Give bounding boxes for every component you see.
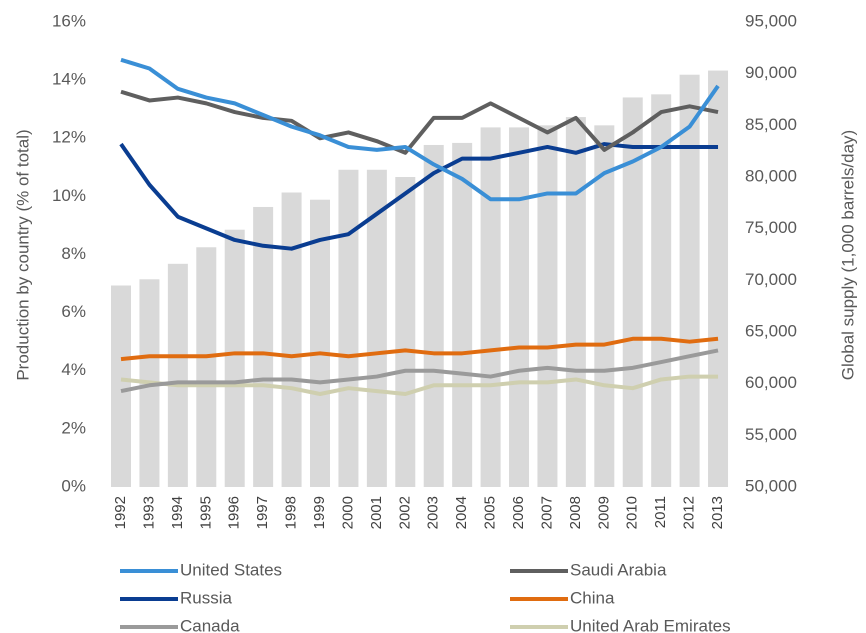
y2-tick-label: 55,000 (745, 425, 797, 444)
bar (452, 142, 473, 487)
y-tick-label: 0% (61, 476, 86, 495)
legend-label: United Arab Emirates (570, 616, 731, 633)
y2-tick-label: 65,000 (745, 321, 797, 340)
bar (395, 177, 416, 487)
x-tick-label: 1995 (197, 496, 214, 529)
x-tick-label: 2001 (368, 496, 385, 529)
x-tick-label: 1999 (311, 496, 328, 529)
x-tick-label: 2010 (624, 496, 641, 529)
x-tick-label: 2008 (567, 496, 584, 529)
bar (423, 144, 444, 487)
line-series (119, 142, 719, 251)
line-series (120, 57, 720, 202)
y2-axis-label: Global supply (1,000 barrels/day) (838, 130, 857, 380)
legend-label: United States (180, 560, 282, 579)
x-tick-label: 1998 (283, 496, 300, 529)
x-tick-label: 2000 (339, 496, 356, 529)
legend-label: Canada (180, 616, 240, 633)
x-tick-label: 1994 (169, 496, 186, 529)
x-tick-label: 2006 (510, 496, 527, 529)
y-tick-label: 10% (52, 186, 86, 205)
y2-tick-label: 90,000 (745, 63, 797, 82)
bar (594, 125, 615, 487)
legend-label: Russia (180, 588, 233, 607)
y2-tick-label: 95,000 (745, 11, 797, 30)
bar (224, 229, 245, 487)
x-tick-label: 2013 (709, 496, 726, 529)
x-tick-label: 2009 (595, 496, 612, 529)
x-tick-label: 2005 (482, 496, 499, 529)
legend-label: Saudi Arabia (570, 560, 667, 579)
y2-tick-label: 60,000 (745, 373, 797, 392)
y2-tick-label: 80,000 (745, 166, 797, 185)
x-tick-label: 2003 (425, 496, 442, 529)
bar (167, 263, 188, 487)
bar (310, 199, 331, 487)
bar (253, 206, 274, 487)
y2-tick-label: 85,000 (745, 115, 797, 134)
bar (111, 285, 131, 487)
x-tick-label: 1996 (226, 496, 243, 529)
bar (708, 70, 729, 488)
line-series (120, 89, 719, 155)
x-tick-label: 1992 (112, 496, 129, 529)
legend-label: China (570, 588, 615, 607)
y2-tick-label: 50,000 (745, 476, 797, 495)
bar (651, 94, 672, 487)
bar (565, 117, 586, 488)
bar (679, 74, 700, 487)
bar (480, 127, 501, 488)
line-series (120, 374, 719, 396)
y-tick-label: 16% (52, 11, 86, 30)
bar (196, 247, 217, 487)
y2-tick-label: 70,000 (745, 270, 797, 289)
x-tick-label: 2011 (652, 496, 669, 528)
x-tick-label: 2012 (681, 496, 698, 529)
bar (366, 169, 387, 487)
line-series (120, 336, 719, 362)
y-tick-label: 6% (61, 302, 86, 321)
y-tick-label: 4% (61, 360, 86, 379)
x-tick-label: 2004 (453, 496, 470, 529)
x-tick-label: 1997 (254, 496, 271, 529)
bar (537, 125, 558, 487)
y-axis-label: Production by country (% of total) (13, 129, 32, 380)
y2-tick-label: 75,000 (745, 218, 797, 237)
bar (338, 169, 359, 487)
bar (509, 127, 530, 488)
y-tick-label: 14% (52, 70, 86, 89)
y-tick-label: 2% (61, 418, 86, 437)
bar (281, 192, 302, 487)
x-tick-label: 2002 (396, 496, 413, 529)
x-tick-label: 2007 (538, 496, 555, 529)
y-tick-label: 8% (61, 244, 86, 263)
y-tick-label: 12% (52, 128, 86, 147)
x-tick-label: 1993 (140, 496, 157, 529)
line-series (120, 348, 719, 394)
